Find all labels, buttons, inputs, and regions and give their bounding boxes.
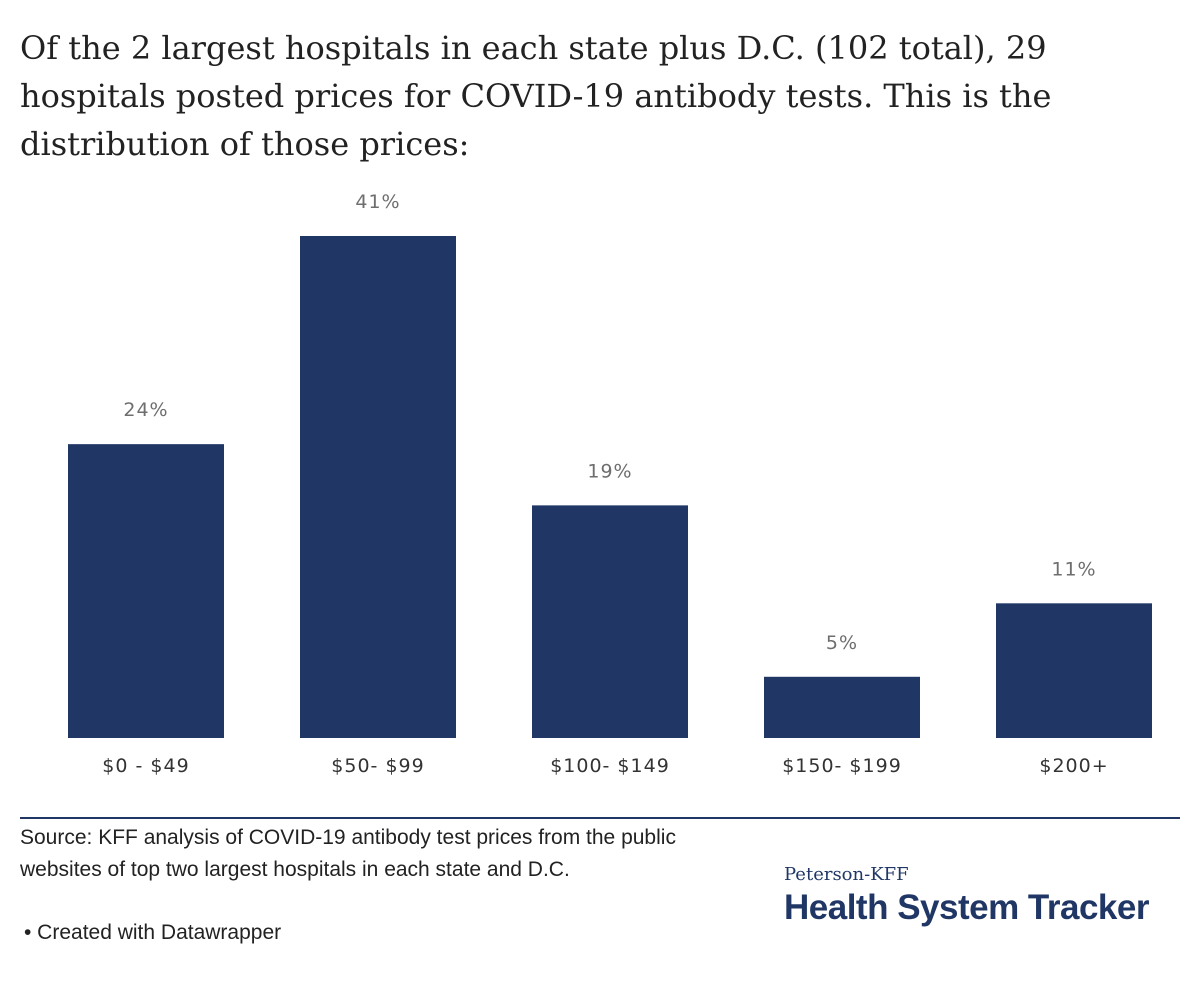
value-label-1: 41% — [355, 191, 400, 213]
category-label-2: $100- $149 — [550, 755, 670, 777]
bar-4 — [996, 603, 1152, 738]
value-label-3: 5% — [826, 632, 858, 654]
footer-divider — [20, 817, 1180, 819]
category-labels-group: $0 - $49 $50- $99 $100- $149 $150- $199 $200… — [102, 755, 1108, 777]
datawrapper-credit: • Created with Datawrapper — [24, 921, 282, 944]
category-label-4: $200+ — [1039, 755, 1108, 777]
bar-chart: 24% 41% 19% 5% 11% $0 - $49 $50- $99 $100- $14… — [68, 191, 1152, 777]
logo-org-name: Peterson-KFF — [784, 864, 909, 885]
peterson-kff-logo: Peterson-KFF Health System Tracker — [784, 862, 1184, 928]
category-label-0: $0 - $49 — [102, 755, 189, 777]
value-labels-group: 24% 41% 19% 5% 11% — [123, 191, 1096, 654]
bars-group — [68, 236, 1152, 738]
category-label-3: $150- $199 — [782, 755, 902, 777]
value-label-0: 24% — [123, 399, 168, 421]
chart-title: Of the 2 largest hospitals in each state… — [20, 29, 1052, 163]
logo-product-name: Health System Tracker — [784, 888, 1149, 927]
bar-0 — [68, 444, 224, 738]
bar-1 — [300, 236, 456, 738]
category-label-1: $50- $99 — [331, 755, 424, 777]
bar-3 — [764, 676, 920, 738]
source-note: Source: KFF analysis of COVID-19 antibod… — [20, 826, 676, 881]
value-label-2: 19% — [587, 460, 632, 482]
value-label-4: 11% — [1051, 558, 1096, 580]
bar-2 — [532, 505, 688, 738]
